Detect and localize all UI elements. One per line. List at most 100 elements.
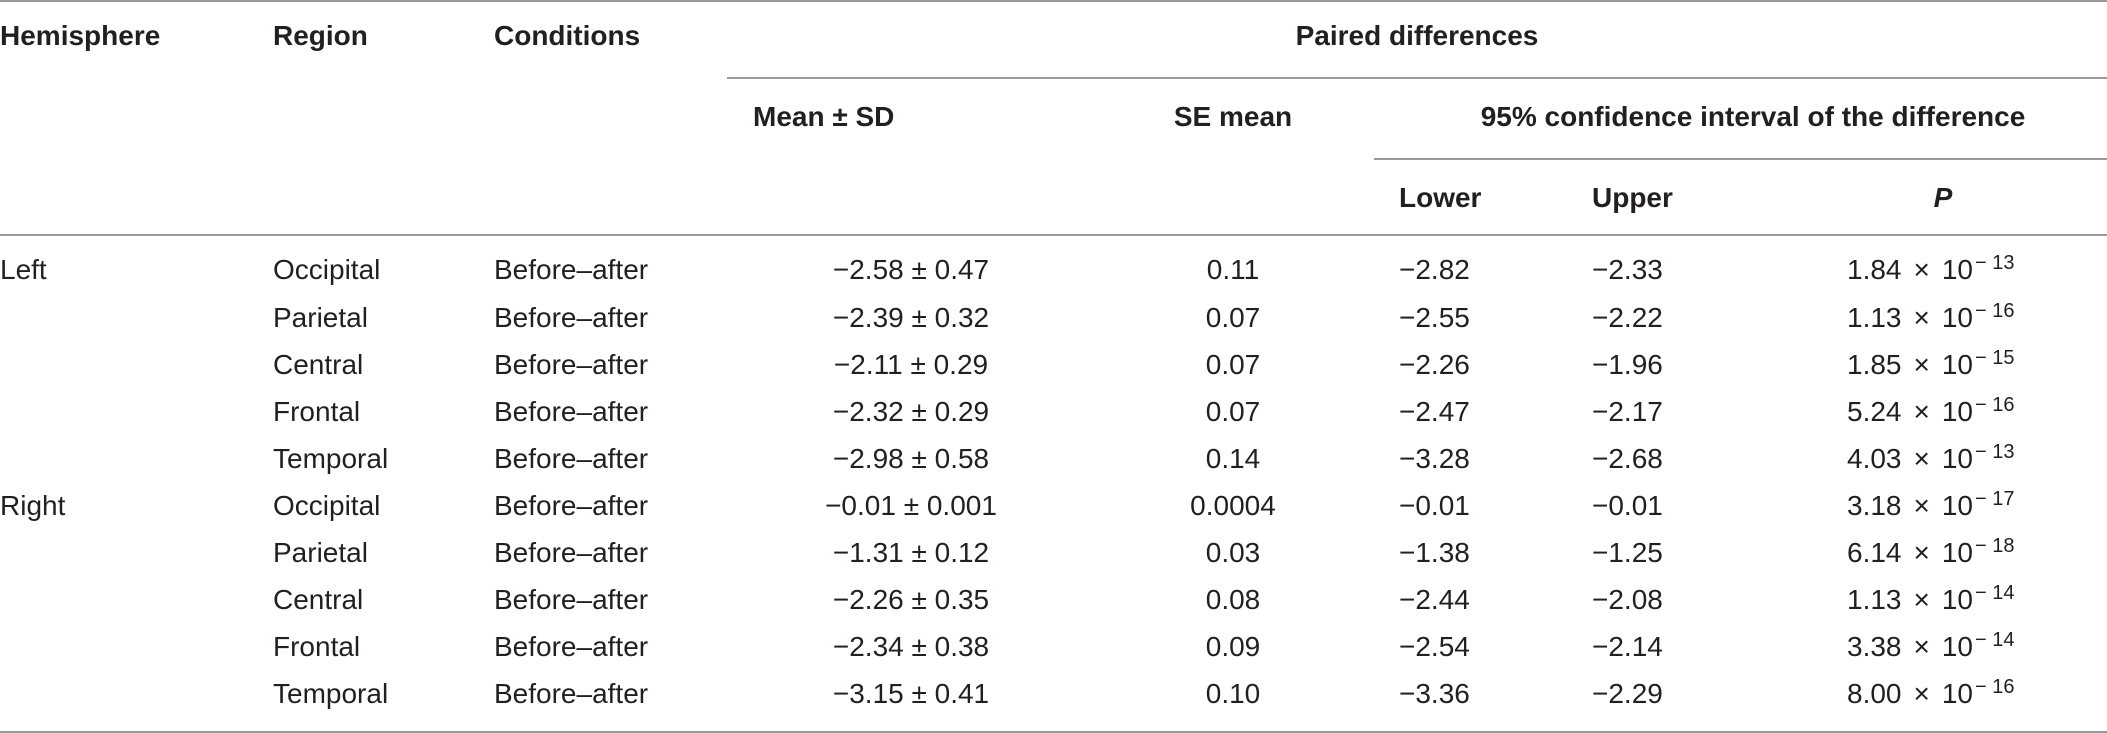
p-mantissa: 8.00 bbox=[1847, 678, 1902, 709]
header-lower: Lower bbox=[1399, 182, 1482, 213]
cell-p-value: 8.00 × 10− 16 bbox=[1847, 676, 2015, 714]
p-exponent: − 14 bbox=[1975, 629, 2015, 651]
cell-se-mean: 0.14 bbox=[1205, 443, 1261, 474]
cell-p-value: 1.84 × 10− 13 bbox=[1847, 252, 2015, 290]
cell-hemisphere: Right bbox=[0, 490, 66, 521]
cell-region: Parietal bbox=[273, 537, 368, 568]
cell-mean-sd: −2.58 ± 0.47 bbox=[832, 254, 990, 285]
p-mantissa: 1.13 bbox=[1847, 584, 1902, 615]
times-sign: × bbox=[1913, 349, 1930, 380]
p-base: 10 bbox=[1941, 302, 1974, 333]
cell-conditions: Before–after bbox=[494, 584, 649, 615]
cell-conditions: Before–after bbox=[494, 349, 649, 380]
cell-p-value: 6.14 × 10− 18 bbox=[1847, 535, 2015, 573]
cell-region: Frontal bbox=[273, 631, 361, 662]
p-exponent: − 13 bbox=[1975, 441, 2015, 463]
cell-region: Frontal bbox=[273, 396, 361, 427]
cell-mean-sd: −3.15 ± 0.41 bbox=[832, 678, 990, 709]
cell-upper: −2.17 bbox=[1592, 396, 1663, 427]
table-bottom-rule bbox=[0, 731, 2107, 733]
header-paired-differences: Paired differences bbox=[1295, 20, 1539, 51]
cell-lower: −2.54 bbox=[1399, 631, 1470, 662]
header-upper: Upper bbox=[1592, 182, 1673, 213]
cell-mean-sd: −2.39 ± 0.32 bbox=[832, 302, 990, 333]
cell-lower: −2.26 bbox=[1399, 349, 1470, 380]
cell-se-mean: 0.07 bbox=[1205, 396, 1261, 427]
p-exponent: − 14 bbox=[1975, 582, 2015, 604]
cell-hemisphere: Left bbox=[0, 254, 47, 285]
p-base: 10 bbox=[1941, 254, 1974, 285]
p-exponent: − 17 bbox=[1975, 488, 2015, 510]
cell-p-value: 1.85 × 10− 15 bbox=[1847, 347, 2015, 385]
p-exponent: − 13 bbox=[1975, 252, 2015, 274]
p-mantissa: 3.18 bbox=[1847, 490, 1902, 521]
cell-conditions: Before–after bbox=[494, 396, 649, 427]
cell-conditions: Before–after bbox=[494, 302, 649, 333]
cell-region: Occipital bbox=[273, 490, 381, 521]
cell-upper: −2.33 bbox=[1592, 254, 1663, 285]
cell-p-value: 1.13 × 10− 16 bbox=[1847, 300, 2015, 338]
cell-mean-sd: −0.01 ± 0.001 bbox=[825, 490, 997, 521]
cell-upper: −1.96 bbox=[1592, 349, 1663, 380]
times-sign: × bbox=[1913, 490, 1930, 521]
cell-conditions: Before–after bbox=[494, 678, 649, 709]
cell-p-value: 1.13 × 10− 14 bbox=[1847, 582, 2015, 620]
paired-differences-rule bbox=[727, 77, 2107, 79]
times-sign: × bbox=[1913, 584, 1930, 615]
p-mantissa: 6.14 bbox=[1847, 537, 1902, 568]
cell-upper: −2.68 bbox=[1592, 443, 1663, 474]
cell-conditions: Before–after bbox=[494, 254, 649, 285]
times-sign: × bbox=[1913, 302, 1930, 333]
cell-p-value: 3.18 × 10− 17 bbox=[1847, 488, 2015, 526]
cell-se-mean: 0.07 bbox=[1205, 349, 1261, 380]
cell-lower: −1.38 bbox=[1399, 537, 1470, 568]
p-base: 10 bbox=[1941, 678, 1974, 709]
cell-se-mean: 0.10 bbox=[1205, 678, 1261, 709]
cell-p-value: 3.38 × 10− 14 bbox=[1847, 629, 2015, 667]
header-hemisphere: Hemisphere bbox=[0, 20, 161, 51]
cell-upper: −2.22 bbox=[1592, 302, 1663, 333]
p-mantissa: 1.84 bbox=[1847, 254, 1902, 285]
cell-lower: −3.36 bbox=[1399, 678, 1470, 709]
cell-mean-sd: −2.11 ± 0.29 bbox=[833, 349, 989, 380]
cell-p-value: 4.03 × 10− 13 bbox=[1847, 441, 2015, 479]
cell-lower: −0.01 bbox=[1399, 490, 1470, 521]
cell-se-mean: 0.0004 bbox=[1190, 490, 1276, 521]
cell-region: Temporal bbox=[273, 443, 389, 474]
times-sign: × bbox=[1913, 537, 1930, 568]
cell-region: Temporal bbox=[273, 678, 389, 709]
times-sign: × bbox=[1913, 254, 1930, 285]
header-se-mean: SE mean bbox=[1173, 101, 1293, 132]
cell-mean-sd: −2.98 ± 0.58 bbox=[832, 443, 990, 474]
p-mantissa: 5.24 bbox=[1847, 396, 1902, 427]
confidence-interval-rule bbox=[1374, 158, 2107, 160]
cell-region: Central bbox=[273, 349, 364, 380]
cell-mean-sd: −1.31 ± 0.12 bbox=[832, 537, 990, 568]
cell-conditions: Before–after bbox=[494, 443, 649, 474]
cell-se-mean: 0.07 bbox=[1205, 302, 1261, 333]
cell-region: Parietal bbox=[273, 302, 368, 333]
cell-lower: −3.28 bbox=[1399, 443, 1470, 474]
cell-upper: −2.14 bbox=[1592, 631, 1663, 662]
cell-region: Occipital bbox=[273, 254, 381, 285]
cell-region: Central bbox=[273, 584, 364, 615]
header-region: Region bbox=[273, 20, 368, 51]
header-bottom-rule bbox=[0, 234, 2107, 236]
header-conditions: Conditions bbox=[494, 20, 641, 51]
table-top-rule bbox=[0, 0, 2107, 2]
cell-conditions: Before–after bbox=[494, 631, 649, 662]
header-confidence-interval: 95% confidence interval of the differenc… bbox=[1480, 101, 2026, 132]
times-sign: × bbox=[1913, 443, 1930, 474]
header-mean-sd: Mean ± SD bbox=[753, 101, 895, 132]
cell-lower: −2.44 bbox=[1399, 584, 1470, 615]
p-exponent: − 15 bbox=[1975, 347, 2015, 369]
cell-p-value: 5.24 × 10− 16 bbox=[1847, 394, 2015, 432]
cell-se-mean: 0.11 bbox=[1206, 254, 1260, 285]
cell-se-mean: 0.03 bbox=[1205, 537, 1261, 568]
cell-lower: −2.82 bbox=[1399, 254, 1470, 285]
p-base: 10 bbox=[1941, 349, 1974, 380]
p-base: 10 bbox=[1941, 490, 1974, 521]
p-base: 10 bbox=[1941, 396, 1974, 427]
p-base: 10 bbox=[1941, 537, 1974, 568]
